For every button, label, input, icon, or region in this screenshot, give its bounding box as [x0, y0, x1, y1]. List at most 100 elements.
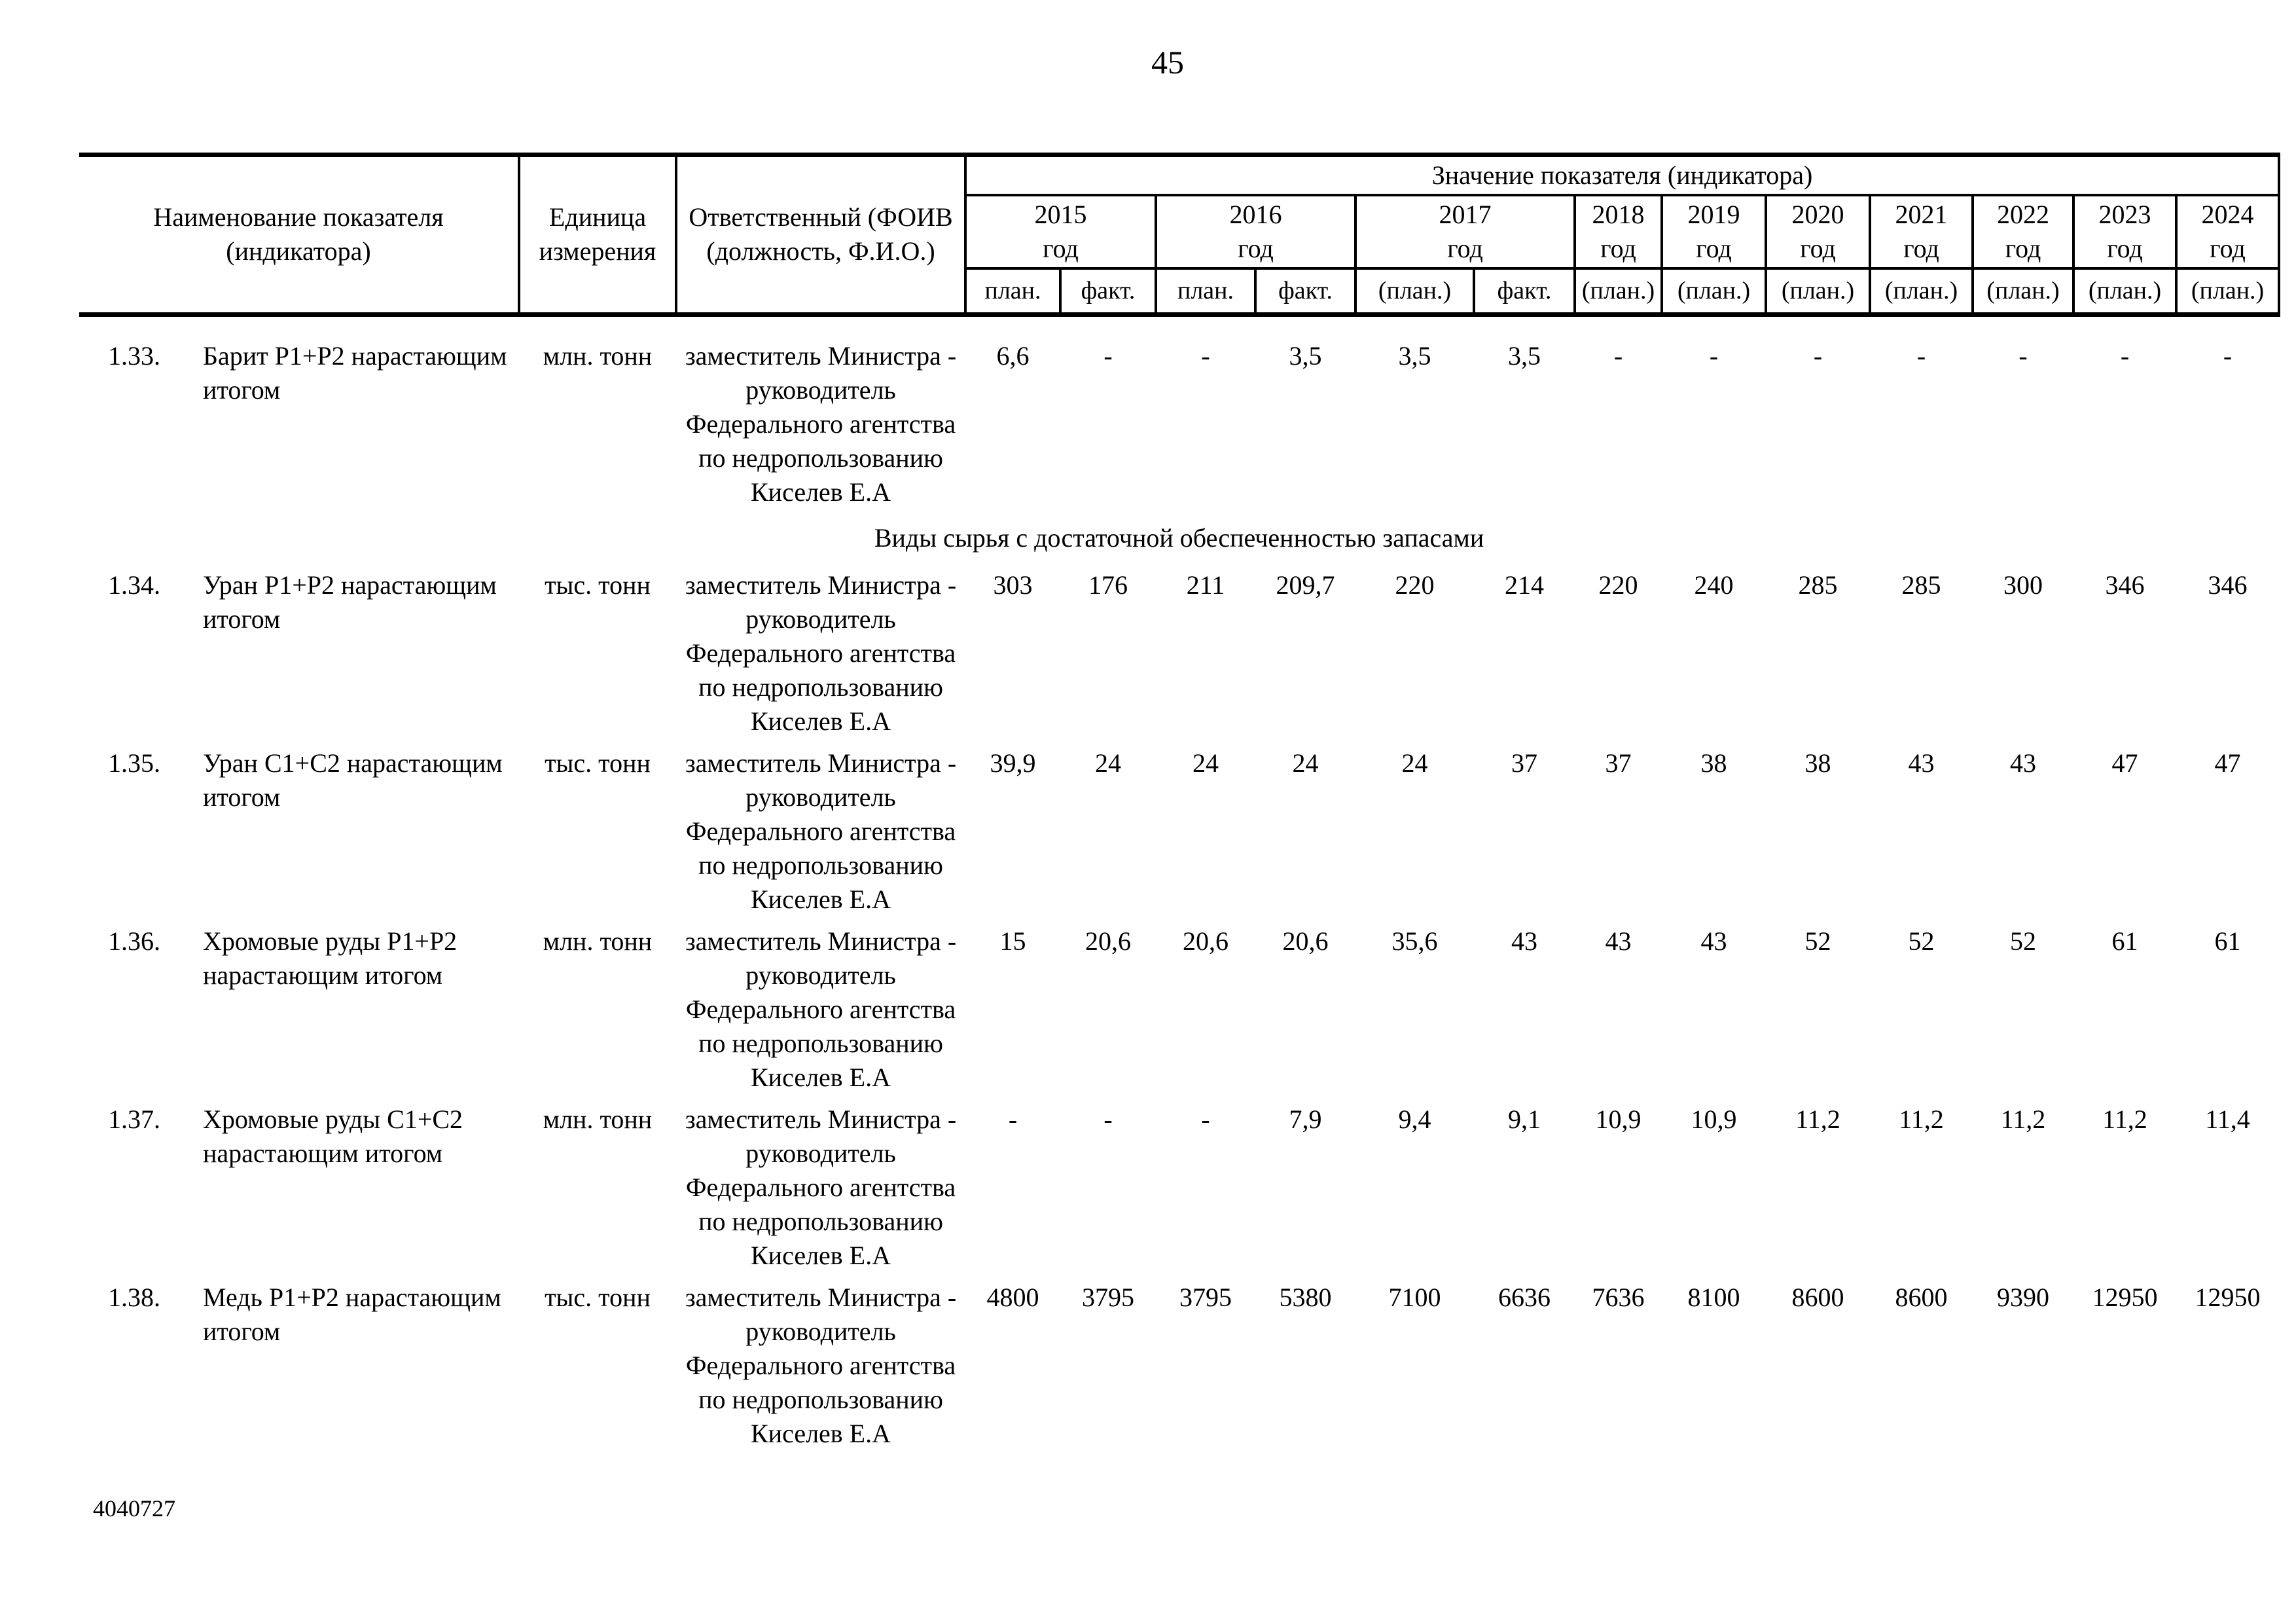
value-cell: -: [1103, 1104, 1113, 1134]
value-cell: 47: [2111, 748, 2138, 778]
value-cell: 8100: [1687, 1282, 1740, 1312]
table-row: 1.38. Медь P1+P2 нарастающим итогом тыс.…: [79, 1273, 2279, 1451]
subheader-2016-fact: факт.: [1254, 267, 1357, 317]
value-cell: 11,4: [2205, 1104, 2250, 1134]
row-unit: млн. тонн: [543, 340, 653, 371]
value-cell: 300: [2003, 570, 2043, 600]
value-cell: 9,4: [1398, 1104, 1431, 1134]
value-cell: 35,6: [1391, 926, 1438, 956]
row-name: Уран C1+C2 нарастающим итогом: [203, 748, 503, 812]
year-header-2018: 2018 год: [1573, 194, 1663, 270]
value-cell: 10,9: [1691, 1104, 1737, 1134]
subheader-2016-plan: план.: [1155, 267, 1257, 317]
row-name: Хромовые руды P1+P2 нарастающим итогом: [203, 926, 457, 990]
year-header-2023: 2023 год: [2072, 194, 2178, 270]
subheader-2017-plan: (план.): [1354, 267, 1475, 317]
value-cell: -: [1201, 1104, 1210, 1134]
section-title: Виды сырья с достаточной обеспеченностью…: [874, 522, 1484, 553]
row-number: 1.34.: [108, 570, 160, 600]
value-cell: -: [1008, 1104, 1018, 1134]
value-cell: 214: [1505, 570, 1544, 600]
year-header-2024: 2024 год: [2174, 194, 2281, 270]
value-cell: 6,6: [996, 340, 1030, 371]
row-name-cell: 1.34. Уран P1+P2 нарастающим итогом: [79, 560, 519, 739]
row-number: 1.36.: [108, 926, 160, 956]
section-row: Виды сырья с достаточной обеспеченностью…: [79, 509, 2279, 560]
row-responsible: заместитель Министра - руководитель Феде…: [685, 570, 957, 736]
row-number: 1.35.: [108, 748, 160, 778]
value-cell: 47: [2214, 748, 2241, 778]
value-cell: -: [1813, 340, 1823, 371]
value-cell: 20,6: [1183, 926, 1229, 956]
value-cell: 6636: [1498, 1282, 1551, 1312]
value-cell: 52: [2010, 926, 2036, 956]
row-number: 1.33.: [108, 340, 160, 371]
value-cell: 11,2: [2000, 1104, 2046, 1134]
value-cell: 38: [1804, 748, 1831, 778]
row-responsible: заместитель Министра - руководитель Феде…: [685, 748, 957, 914]
value-cell: 211: [1186, 570, 1225, 600]
value-cell: 10,9: [1595, 1104, 1641, 1134]
value-cell: 20,6: [1282, 926, 1329, 956]
value-cell: 3,5: [1398, 340, 1431, 371]
row-responsible: заместитель Министра - руководитель Феде…: [685, 340, 957, 507]
indicators-table: Наименование показателя (индикатора) Еди…: [79, 153, 2281, 1451]
subheader-2015-fact: факт.: [1059, 267, 1157, 317]
table-row: 1.37. Хромовые руды C1+C2 нарастающим ит…: [79, 1095, 2279, 1273]
value-cell: 12950: [2195, 1282, 2261, 1312]
subheader-2020-plan: (план.): [1765, 267, 1871, 317]
year-header-2020: 2020 год: [1765, 194, 1871, 270]
row-name: Медь P1+P2 нарастающим итогом: [203, 1282, 501, 1346]
value-cell: 7100: [1388, 1282, 1441, 1312]
value-cell: 43: [1700, 926, 1727, 956]
year-header-2019: 2019 год: [1660, 194, 1767, 270]
value-cell: 24: [1292, 748, 1319, 778]
value-cell: 209,7: [1276, 570, 1335, 600]
col-header-responsible: Ответственный (ФОИВ (должность, Ф.И.О.): [675, 153, 967, 317]
subheader-2022-plan: (план.): [1971, 267, 2075, 317]
value-cell: 3,5: [1508, 340, 1541, 371]
year-header-2017: 2017 год: [1354, 194, 1576, 270]
value-cell: 43: [1908, 748, 1935, 778]
value-cell: -: [1916, 340, 1926, 371]
value-cell: 20,6: [1085, 926, 1131, 956]
value-cell: 8600: [1791, 1282, 1844, 1312]
table-row: 1.36. Хромовые руды P1+P2 нарастающим ит…: [79, 917, 2279, 1095]
row-name: Хромовые руды C1+C2 нарастающим итогом: [203, 1104, 463, 1168]
value-cell: 39,9: [990, 748, 1036, 778]
row-unit: млн. тонн: [543, 926, 653, 956]
value-cell: 3795: [1082, 1282, 1134, 1312]
value-cell: 11,2: [1795, 1104, 1840, 1134]
row-unit: тыс. тонн: [545, 570, 651, 600]
row-unit: тыс. тонн: [545, 748, 651, 778]
value-cell: -: [2223, 340, 2233, 371]
value-cell: 5380: [1279, 1282, 1332, 1312]
row-name-cell: 1.35. Уран C1+C2 нарастающим итогом: [79, 739, 519, 917]
table-row: 1.35. Уран C1+C2 нарастающим итогом тыс.…: [79, 739, 2279, 917]
value-cell: 24: [1095, 748, 1121, 778]
subheader-2023-plan: (план.): [2072, 267, 2178, 317]
value-cell: 9390: [1997, 1282, 2049, 1312]
row-unit: млн. тонн: [543, 1104, 653, 1134]
value-cell: 346: [2105, 570, 2145, 600]
value-cell: 43: [1511, 926, 1537, 956]
value-cell: 43: [2010, 748, 2036, 778]
row-responsible: заместитель Министра - руководитель Феде…: [685, 926, 957, 1092]
value-cell: 43: [1605, 926, 1632, 956]
row-responsible: заместитель Министра - руководитель Феде…: [685, 1104, 957, 1270]
col-header-name: Наименование показателя (индикатора): [79, 153, 520, 317]
value-cell: 303: [993, 570, 1033, 600]
value-cell: 4800: [986, 1282, 1039, 1312]
value-cell: 346: [2208, 570, 2248, 600]
row-name-cell: 1.37. Хромовые руды C1+C2 нарастающим ит…: [79, 1095, 519, 1273]
value-cell: 285: [1798, 570, 1838, 600]
year-header-2016: 2016 год: [1155, 194, 1357, 270]
value-cell: 176: [1088, 570, 1128, 600]
value-cell: 220: [1598, 570, 1638, 600]
value-cell: 61: [2111, 926, 2138, 956]
value-cell: 24: [1401, 748, 1428, 778]
value-cell: 240: [1694, 570, 1734, 600]
subheader-2021-plan: (план.): [1869, 267, 1974, 317]
value-cell: 11,2: [2102, 1104, 2147, 1134]
